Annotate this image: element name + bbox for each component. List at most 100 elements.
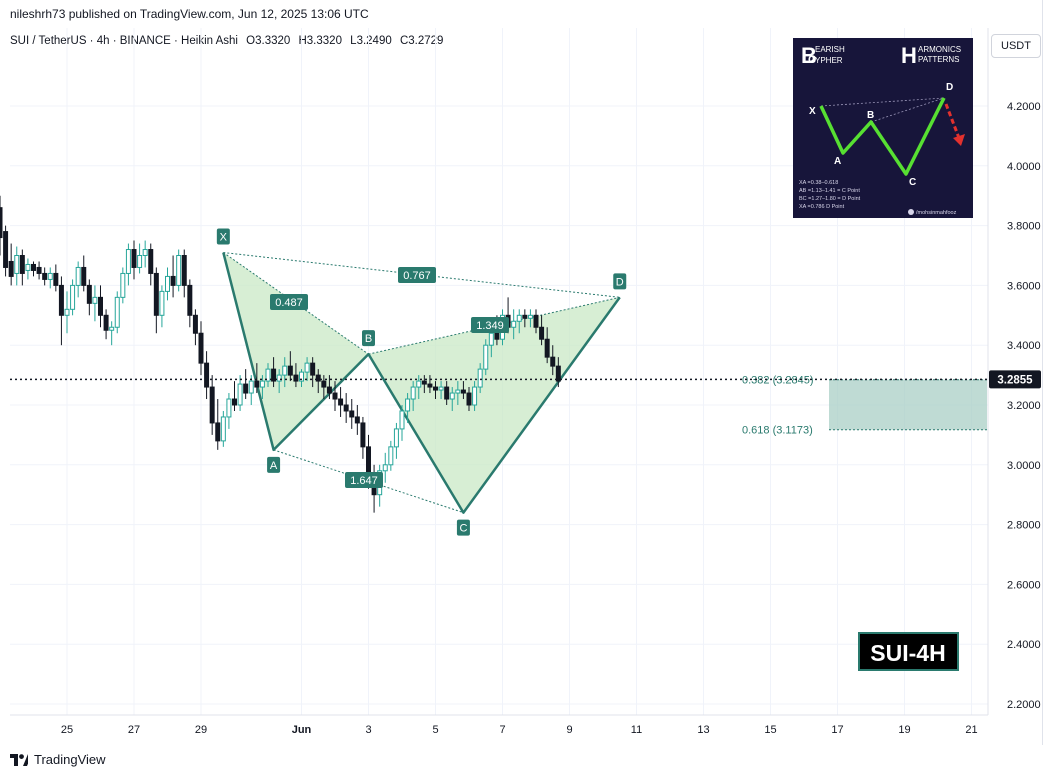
inset-credit: /mohsinmahfooz [916,210,957,216]
pattern-ratio-label: 1.647 [350,475,378,487]
candle-body [181,255,187,286]
candle-body [19,255,25,274]
x-tick-label: 21 [965,724,977,736]
candle-body [209,386,215,424]
candle-body [427,383,433,388]
ohlc-close: C3.2729 [399,35,444,47]
x-tick-label: Jun [292,724,312,736]
candle-body [433,386,438,391]
candle-body [198,332,204,364]
currency-button[interactable]: USDT [991,34,1041,58]
inset-title-right2: PATTERNS [918,55,959,64]
inset-arrow-head-icon [953,134,965,146]
candle-body [159,290,165,316]
footer-brand: TradingView [34,752,106,767]
candle-body [349,410,355,418]
candle-body [287,365,293,376]
inset-point-x: X [809,106,816,117]
candle-body [555,365,561,382]
candle-body [86,284,92,304]
candle-body [416,380,422,388]
candle-body [204,362,210,388]
candle-body [321,380,327,388]
candle-body [310,362,316,376]
candle-body [276,374,282,382]
target-zone: 0.382 (3.2845) 0.618 (3.1173) [742,375,987,437]
candles [0,195,561,513]
candle-body [533,314,539,328]
candle-body [326,386,332,394]
candle-body [354,416,360,424]
inset-big-b: B [801,43,817,68]
candle-body [488,332,494,346]
candle-body [125,249,131,274]
footer: TradingView [10,752,106,767]
candle-body [338,398,344,406]
x-tick-label: 25 [61,724,73,736]
candle-body [70,284,76,310]
x-tick-label: 7 [499,724,505,736]
candle-body [472,386,478,406]
x-tick-label: 29 [195,724,207,736]
candle-body [550,356,556,367]
x-tick-label: 17 [831,724,843,736]
inset-bg [793,38,973,218]
candle-body [0,207,3,239]
inset-point-a: A [834,156,841,167]
candle-body [527,314,533,319]
candle-body [466,392,472,406]
candle-body [293,374,299,382]
current-price-label: 3.2855 [997,374,1033,386]
candle-body [455,389,461,394]
target-zone-rect [829,379,987,430]
fib-label: 0.618 (3.1173) [742,425,813,437]
inset-big-c: C [808,54,816,66]
candle-body [494,332,500,340]
candle-body [410,386,416,400]
chart-frame [1042,0,1043,745]
candle-body [64,308,70,316]
x-tick-label: 19 [898,724,910,736]
pattern-ratio-label-bg [345,472,383,488]
candle-body [393,428,399,448]
y-tick-label: 3.0000 [1007,460,1041,472]
candle-body [42,272,48,280]
candle-body [544,338,550,358]
inset-point-d: D [946,82,953,93]
candle-body [343,404,349,412]
timeframe-badge: SUI-4H [870,640,945,666]
y-tick-label: 3.2000 [1007,400,1041,412]
x-tick-label: 11 [631,724,642,736]
candle-body [405,398,411,412]
inset-big-h: H [901,43,917,68]
y-tick-label: 2.2000 [1007,699,1041,711]
inset-rule4: XA =0.786 D Point [799,204,845,210]
candle-body [220,416,226,442]
candle-body [399,410,405,430]
y-tick-label: 4.0000 [1007,161,1041,173]
pattern-ratio-label: 0.767 [403,270,431,282]
inset-arrow-line [944,103,961,139]
fib-label: 0.382 (3.2845) [742,375,814,387]
candle-body [511,320,517,328]
inset-point-c: C [909,177,916,188]
pattern-point-c: C [459,523,467,535]
candle-body [53,272,59,286]
candle-body [299,371,304,382]
candle-body [388,446,394,466]
candle-body [14,255,20,274]
pattern-point-b: B [365,333,372,345]
y-tick-label: 3.6000 [1007,280,1041,292]
candle-body [109,326,115,331]
pattern-point-a-bg [267,456,281,473]
chart-overlay: X A B C D 0.487 0.767 1.349 1.647 3.2855 SUI-4H [10,228,1041,671]
pattern-ratio-line [273,449,464,514]
candle-body [165,275,170,292]
x-tick-label: 5 [432,724,438,736]
candle-body [254,380,260,388]
candle-body [8,260,14,277]
inset-rule1: XA =0.38–0.618 [799,180,838,186]
candle-body [539,326,545,340]
x-tick-label: 27 [128,724,140,736]
